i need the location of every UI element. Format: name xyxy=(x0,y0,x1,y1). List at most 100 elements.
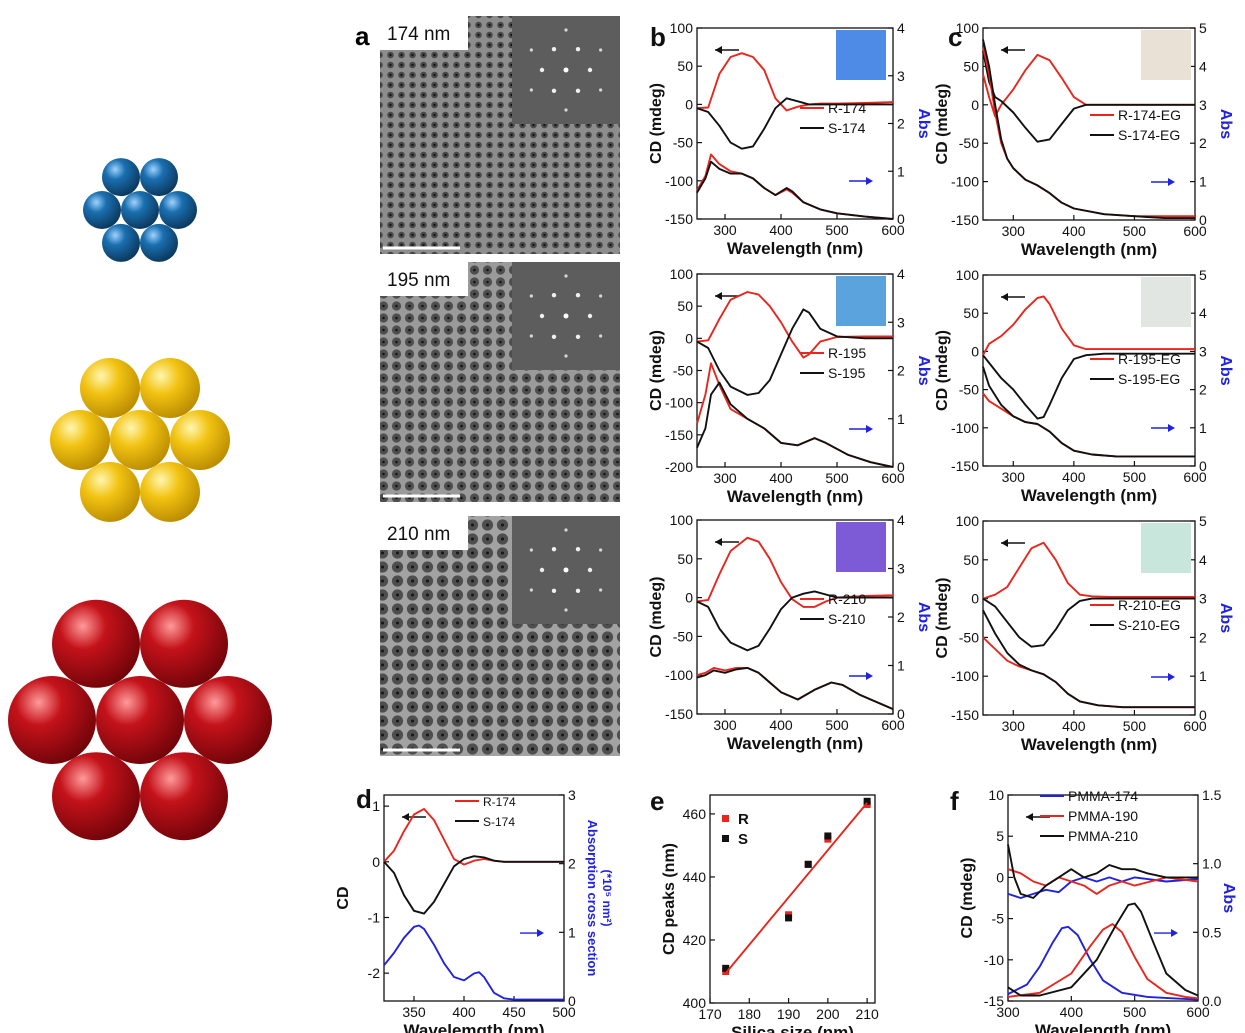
y2-tick-label: 5 xyxy=(1199,20,1207,36)
plot-frame xyxy=(982,274,1196,467)
y2-tick-label: 0 xyxy=(1199,707,1207,723)
charts-layer: 300 400 500 600-150-100-5005010001234Wavele… xyxy=(335,20,1237,1033)
y-tick-label: -15 xyxy=(984,993,1004,1009)
x-tick-label: 500 xyxy=(825,222,849,238)
y-tick-label: -100 xyxy=(665,667,693,683)
legend-label: R-174 xyxy=(828,100,866,116)
x-axis-label: Wavelength (nm) xyxy=(727,734,863,753)
x-tick-label: 500 xyxy=(1123,223,1147,239)
y2-axis-label: Abs xyxy=(915,355,932,385)
y2-tick-label: 0.0 xyxy=(1202,993,1222,1009)
x-tick-label: 600 xyxy=(881,470,905,486)
right-axis-arrowhead xyxy=(1168,424,1175,432)
y2-tick-label: 3 xyxy=(897,68,905,84)
legend-marker xyxy=(722,835,729,842)
y-tick-label: -150 xyxy=(665,211,693,227)
series-line-S-174 xyxy=(383,855,564,915)
y2-tick-label: 4 xyxy=(897,512,905,528)
fft-center xyxy=(563,313,569,319)
y-tick-label: -10 xyxy=(984,952,1004,968)
x-axis-label: Silica size (nm) xyxy=(731,1023,854,1033)
chart-e: 170 180 190 200 210 400 420 440 460 Silica size (… xyxy=(650,786,879,1033)
y-tick-label: 50 xyxy=(963,305,979,321)
sphere xyxy=(102,158,140,197)
fft-spot xyxy=(575,334,581,339)
y2-tick-label: 3 xyxy=(1199,97,1207,113)
y2-tick-label: 0 xyxy=(1199,458,1207,474)
y2-tick-label: 5 xyxy=(1199,267,1207,283)
left-axis-arrowhead xyxy=(1001,293,1008,301)
red-sphere-cluster xyxy=(8,599,272,841)
y2-axis-label: Abs xyxy=(915,108,932,138)
legend-label: S-174 xyxy=(828,120,866,136)
fft-spot xyxy=(529,294,533,298)
y-tick-label: 420 xyxy=(683,932,707,948)
x-axis-label: Wavelength (nm) xyxy=(1021,486,1157,505)
fft-spot xyxy=(599,548,603,552)
y2-axis-label: Abs xyxy=(1217,603,1234,633)
y-tick-label: -150 xyxy=(665,427,693,443)
fft-spot xyxy=(551,588,557,593)
data-point-S xyxy=(785,914,793,922)
x-tick-label: 400 xyxy=(769,717,793,733)
y2-tick-label: 1 xyxy=(897,163,905,179)
y-tick-label: 100 xyxy=(956,20,980,36)
y2-tick-label: 3 xyxy=(1199,343,1207,359)
y2-tick-label: 0.5 xyxy=(1202,924,1222,940)
y-tick-label: 0 xyxy=(971,97,979,113)
x-tick-label: 500 xyxy=(1123,469,1147,485)
legend-label: R-210-EG xyxy=(1118,597,1181,613)
fft-spot xyxy=(599,334,603,338)
series-line-PMMA-210 xyxy=(1007,844,1198,899)
series-line-PMMA-174-abs xyxy=(1007,925,1199,1001)
x-tick-label: 400 xyxy=(1062,223,1086,239)
chart-c2: 300 400 500 600 -150 -100 -50 0 50 100 0 1 2 3 4 5 Wavel… xyxy=(934,267,1234,505)
series-line-S-195-EG-abs xyxy=(982,366,1195,458)
sphere xyxy=(50,410,110,470)
sem-image-3: 210 nm xyxy=(380,516,620,756)
y2-tick-label: 2 xyxy=(1199,629,1207,645)
y2-tick-label: 0 xyxy=(897,459,905,475)
legend-label: PMMA-190 xyxy=(1068,808,1138,824)
sphere xyxy=(80,461,140,522)
series-line-R-210-EG-abs xyxy=(982,636,1195,709)
sphere xyxy=(140,158,178,197)
series-line-abs-cross-section xyxy=(383,924,564,1001)
right-axis-arrowhead xyxy=(1171,929,1178,938)
left-axis-arrowhead xyxy=(715,538,722,546)
x-tick-label: 400 xyxy=(769,470,793,486)
fft-spot xyxy=(564,354,568,358)
panel-letter: d xyxy=(356,784,372,814)
y-axis-label: CD peaks (nm) xyxy=(661,843,678,955)
y-axis-label: CD (mdeg) xyxy=(934,578,951,659)
sphere xyxy=(184,676,272,764)
sphere xyxy=(140,599,228,688)
y2-axis-unit: (*10⁵ nm²) xyxy=(600,870,614,927)
plot-frame xyxy=(982,27,1196,221)
legend-label: S-210-EG xyxy=(1118,617,1180,633)
sphere xyxy=(170,410,230,470)
sample-photo-inset xyxy=(1141,523,1191,573)
panel-letter: f xyxy=(950,786,959,816)
y-axis-label: CD (mdeg) xyxy=(959,858,976,939)
y-tick-label: 440 xyxy=(683,869,707,885)
y2-tick-label: 0 xyxy=(897,706,905,722)
x-tick-label: 500 xyxy=(1123,718,1147,734)
right-axis-arrowhead xyxy=(1168,178,1175,186)
y-tick-label: -100 xyxy=(951,668,979,684)
x-tick-label: 600 xyxy=(1183,469,1207,485)
y-tick-label: 0 xyxy=(971,591,979,607)
fft-spot xyxy=(599,588,603,592)
y2-axis-label: Abs xyxy=(1217,109,1234,139)
right-axis-arrowhead xyxy=(1168,673,1175,681)
y-axis-label: CD (mdeg) xyxy=(648,83,665,164)
plot-frame xyxy=(982,520,1196,716)
x-tick-label: 600 xyxy=(1186,1004,1210,1020)
chart-d: 350 400 450 500 -2 -1 0 1 0 1 2 3 Wavelemgth (nm) CD A… xyxy=(335,784,614,1033)
series-line-PMMA-190-abs xyxy=(1007,923,1199,1000)
chart-f: 300 400 500 600 -15 -10 -5 0 5 10 0.0 0.5 1.0 1.5 Wave… xyxy=(950,786,1237,1033)
y2-tick-label: 3 xyxy=(1199,591,1207,607)
y-tick-label: 50 xyxy=(677,58,693,74)
left-axis-arrowhead xyxy=(1001,46,1008,54)
fft-spot xyxy=(529,48,533,52)
